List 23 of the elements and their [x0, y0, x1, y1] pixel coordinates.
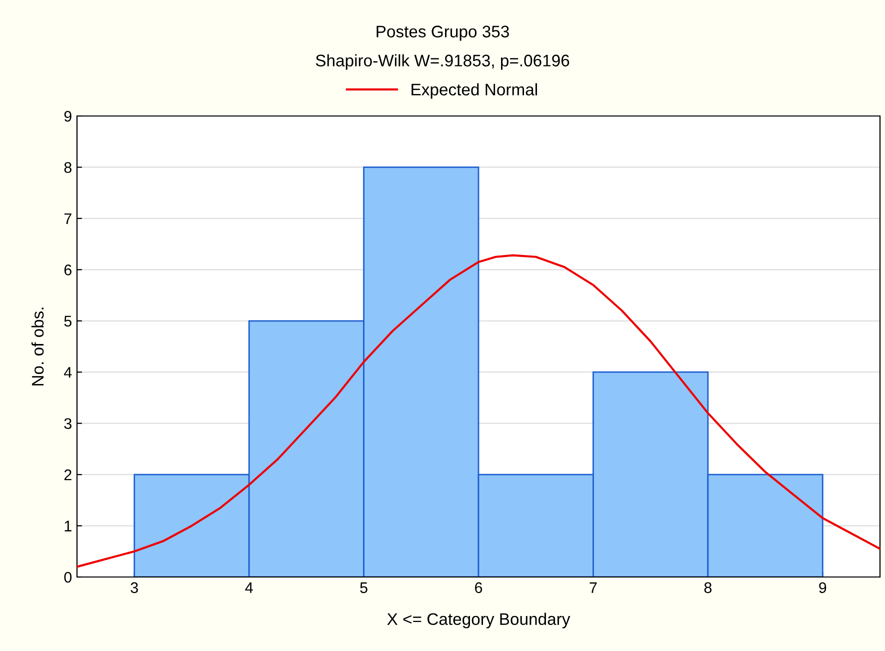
y-tick-label: 6 — [64, 264, 72, 276]
x-tick-label: 6 — [475, 582, 482, 594]
y-tick-label: 0 — [64, 572, 72, 583]
y-axis-title: No. of obs. — [31, 308, 44, 386]
x-tick-label: 8 — [704, 582, 712, 594]
y-tick-label: 1 — [64, 520, 72, 532]
y-tick-label: 2 — [64, 469, 72, 480]
chart-title: Postes Grupo 353 — [376, 26, 509, 41]
x-axis-title: X <= Category Boundary — [387, 612, 570, 628]
x-tick-label: 3 — [130, 582, 138, 594]
y-tick-label: 4 — [64, 367, 72, 378]
y-tick-label: 7 — [64, 213, 72, 224]
x-tick-label: 7 — [590, 582, 597, 593]
y-tick-label: 5 — [64, 316, 72, 327]
y-tick-label: 3 — [64, 418, 72, 430]
x-tick-label: 5 — [360, 582, 368, 594]
y-tick-label: 9 — [64, 110, 72, 122]
legend-label: Expected Normal — [412, 83, 537, 99]
x-tick-label: 9 — [819, 582, 826, 594]
x-tick-label: 4 — [245, 582, 253, 593]
y-tick-label: 8 — [64, 162, 72, 173]
chart-subtitle: Shapiro-Wilk W=.91853, p=.06196 — [316, 54, 570, 70]
line-series — [77, 254, 880, 568]
